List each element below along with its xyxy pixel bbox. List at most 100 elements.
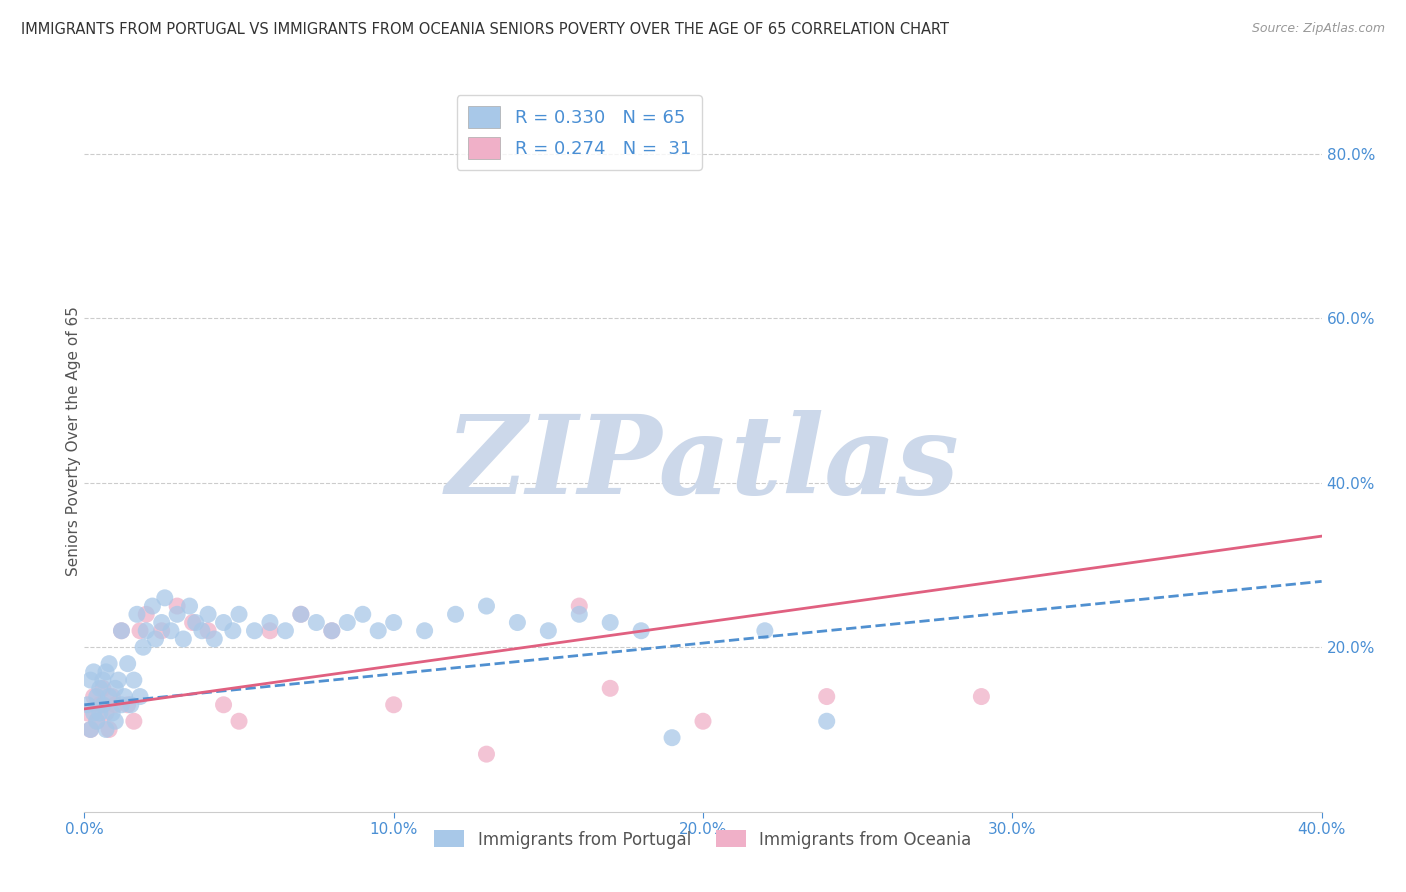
Point	[166, 599, 188, 613]
Point	[599, 681, 621, 696]
Point	[122, 673, 145, 687]
Point	[172, 632, 194, 646]
Text: Source: ZipAtlas.com: Source: ZipAtlas.com	[1251, 22, 1385, 36]
Point	[89, 706, 111, 720]
Point	[94, 665, 117, 679]
Point	[79, 673, 101, 687]
Point	[212, 698, 235, 712]
Point	[336, 615, 359, 630]
Point	[120, 698, 142, 712]
Point	[181, 615, 204, 630]
Point	[413, 624, 436, 638]
Point	[91, 673, 114, 687]
Point	[970, 690, 993, 704]
Point	[104, 698, 127, 712]
Point	[202, 632, 225, 646]
Point	[104, 681, 127, 696]
Point	[197, 607, 219, 622]
Point	[367, 624, 389, 638]
Point	[222, 624, 245, 638]
Point	[305, 615, 328, 630]
Point	[122, 714, 145, 729]
Point	[321, 624, 343, 638]
Point	[382, 615, 405, 630]
Point	[228, 607, 250, 622]
Point	[382, 698, 405, 712]
Point	[754, 624, 776, 638]
Point	[91, 698, 114, 712]
Point	[86, 714, 108, 729]
Point	[166, 607, 188, 622]
Point	[94, 723, 117, 737]
Point	[89, 698, 111, 712]
Point	[290, 607, 312, 622]
Point	[259, 624, 281, 638]
Point	[197, 624, 219, 638]
Point	[79, 723, 101, 737]
Point	[129, 624, 152, 638]
Point	[135, 607, 157, 622]
Point	[352, 607, 374, 622]
Point	[630, 624, 652, 638]
Point	[179, 599, 201, 613]
Point	[274, 624, 297, 638]
Point	[150, 624, 173, 638]
Point	[110, 624, 132, 638]
Point	[160, 624, 183, 638]
Point	[568, 607, 591, 622]
Point	[83, 690, 105, 704]
Point	[692, 714, 714, 729]
Point	[537, 624, 560, 638]
Point	[83, 665, 105, 679]
Point	[132, 640, 155, 655]
Y-axis label: Seniors Poverty Over the Age of 65: Seniors Poverty Over the Age of 65	[66, 307, 80, 576]
Point	[153, 591, 176, 605]
Point	[475, 599, 498, 613]
Point	[76, 698, 98, 712]
Legend: Immigrants from Portugal, Immigrants from Oceania: Immigrants from Portugal, Immigrants fro…	[427, 823, 979, 855]
Point	[98, 690, 121, 704]
Point	[86, 690, 108, 704]
Point	[815, 714, 838, 729]
Point	[290, 607, 312, 622]
Point	[101, 706, 124, 720]
Point	[228, 714, 250, 729]
Point	[98, 657, 121, 671]
Point	[568, 599, 591, 613]
Point	[259, 615, 281, 630]
Point	[599, 615, 621, 630]
Point	[117, 698, 139, 712]
Point	[125, 607, 148, 622]
Text: IMMIGRANTS FROM PORTUGAL VS IMMIGRANTS FROM OCEANIA SENIORS POVERTY OVER THE AGE: IMMIGRANTS FROM PORTUGAL VS IMMIGRANTS F…	[21, 22, 949, 37]
Point	[475, 747, 498, 761]
Point	[76, 706, 98, 720]
Point	[141, 599, 163, 613]
Point	[83, 706, 105, 720]
Point	[243, 624, 266, 638]
Point	[104, 714, 127, 729]
Point	[135, 624, 157, 638]
Point	[91, 681, 114, 696]
Point	[145, 632, 167, 646]
Point	[117, 657, 139, 671]
Point	[79, 723, 101, 737]
Point	[444, 607, 467, 622]
Point	[150, 615, 173, 630]
Point	[661, 731, 683, 745]
Point	[101, 690, 124, 704]
Point	[815, 690, 838, 704]
Point	[94, 706, 117, 720]
Point	[321, 624, 343, 638]
Point	[129, 690, 152, 704]
Point	[114, 690, 136, 704]
Point	[506, 615, 529, 630]
Text: ZIPatlas: ZIPatlas	[446, 410, 960, 517]
Point	[184, 615, 207, 630]
Point	[110, 624, 132, 638]
Point	[86, 714, 108, 729]
Point	[191, 624, 214, 638]
Point	[107, 673, 129, 687]
Point	[98, 723, 121, 737]
Point	[110, 698, 132, 712]
Point	[89, 681, 111, 696]
